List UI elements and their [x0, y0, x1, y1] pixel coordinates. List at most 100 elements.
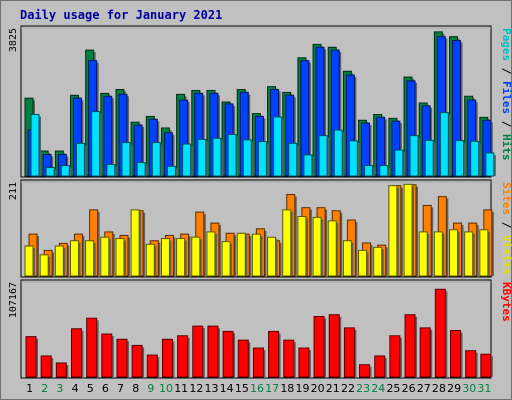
day-label-7: 7: [117, 382, 124, 395]
hits-pages-bar: [45, 167, 57, 177]
visits-visits-bar: [100, 236, 111, 277]
day-label-4: 4: [72, 382, 79, 395]
visits-visits-bar: [24, 245, 35, 277]
hits-pages-bar: [394, 149, 405, 177]
day-label-10: 10: [159, 382, 173, 395]
day-label-24: 24: [371, 382, 385, 395]
day-label-27: 27: [417, 382, 431, 395]
visits-visits-bar: [191, 236, 202, 277]
visits-visits-bar: [297, 215, 308, 277]
kbytes-kbytes-bar: [359, 364, 372, 378]
hits-pages-bar: [136, 162, 148, 177]
hits-pages-bar: [303, 154, 314, 177]
visits-visits-bar: [358, 249, 369, 277]
hits-pages-bar: [227, 133, 239, 177]
kbytes-kbytes-bar: [298, 347, 311, 378]
day-label-19: 19: [295, 382, 309, 395]
day-label-13: 13: [205, 382, 219, 395]
hits-legend-label: Pages / Files / Hits: [500, 28, 512, 161]
visits-visits-bar: [69, 240, 81, 277]
hits-pages-bar: [212, 137, 223, 177]
kbytes-kbytes-bar: [389, 335, 402, 378]
kbytes-kbytes-bar: [480, 353, 493, 378]
hits-pages-bar: [455, 140, 466, 177]
kbytes-kbytes-bar: [313, 315, 327, 378]
kbytes-kbytes-bar: [146, 354, 160, 378]
hits-pages-bar: [257, 141, 269, 177]
visits-visits-bar: [206, 231, 217, 277]
kbytes-kbytes-bar: [283, 339, 296, 378]
visits-visits-bar: [251, 233, 263, 277]
kbytes-kbytes-bar: [404, 314, 418, 378]
day-label-22: 22: [341, 382, 355, 395]
kbytes-kbytes-bar: [40, 355, 54, 378]
day-label-25: 25: [386, 382, 400, 395]
visits-visits-bar: [373, 246, 384, 277]
day-axis: 1 2 3 4 5 6 7 8 9 10 11 12 13 14 15 16 17 18 19 20 21 22 23 24 2…: [26, 382, 491, 395]
kbytes-kbytes-bar: [237, 339, 251, 378]
kbytes-kbytes-bar: [192, 325, 205, 378]
hits-pages-bar: [288, 142, 299, 177]
kbytes-kbytes-bar: [70, 328, 84, 378]
hits-pages-bar: [106, 163, 117, 177]
kbytes-ymax-label: 107167: [8, 282, 19, 318]
hits-pages-bar: [166, 165, 178, 177]
day-label-3: 3: [56, 382, 63, 395]
day-label-29: 29: [447, 382, 461, 395]
day-label-8: 8: [132, 382, 139, 395]
hits-pages-bar: [333, 129, 345, 177]
kbytes-kbytes-bar: [419, 327, 433, 378]
visits-visits-bar: [327, 220, 339, 277]
kbytes-kbytes-bar: [86, 317, 99, 378]
visits-visits-bar: [160, 238, 172, 277]
hits-pages-bar: [60, 165, 72, 177]
kbytes-kbytes-bar: [465, 350, 478, 378]
kbytes-kbytes-bar: [434, 288, 448, 378]
kbytes-kbytes-bar: [343, 327, 357, 378]
hits-pages-bar: [30, 114, 41, 177]
hits-pages-bar: [348, 140, 360, 177]
visits-visits-bar: [130, 209, 142, 277]
kbytes-panel: 107167: [8, 279, 493, 379]
day-label-28: 28: [432, 382, 446, 395]
hits-pages-bar: [197, 138, 208, 177]
kbytes-legend-label: KBytes: [500, 282, 512, 322]
kbytes-kbytes-bar: [25, 336, 38, 378]
visits-visits-bar: [433, 231, 445, 277]
hits-pages-bar: [379, 165, 390, 177]
visits-visits-bar: [115, 238, 126, 277]
visits-visits-bar: [342, 240, 354, 277]
kbytes-kbytes-bar: [116, 338, 129, 378]
kbytes-kbytes-bar: [131, 344, 145, 378]
day-label-23: 23: [356, 382, 370, 395]
hits-pages-bar: [182, 143, 193, 177]
day-label-12: 12: [189, 382, 203, 395]
day-label-2: 2: [41, 382, 48, 395]
visits-visits-bar: [145, 243, 157, 277]
kbytes-kbytes-bar: [177, 335, 190, 378]
kbytes-kbytes-bar: [55, 362, 69, 378]
hits-pages-bar: [151, 142, 163, 177]
visits-visits-bar: [236, 232, 248, 277]
visits-visits-bar: [388, 185, 399, 277]
day-label-20: 20: [311, 382, 325, 395]
chart-title: Daily usage for January 2021: [20, 8, 222, 22]
kbytes-kbytes-bar: [101, 333, 114, 378]
hits-pages-bar: [424, 139, 436, 177]
kbytes-kbytes-bar: [161, 338, 175, 378]
day-label-1: 1: [26, 382, 33, 395]
day-label-30: 30: [462, 382, 476, 395]
hits-pages-bar: [242, 139, 254, 177]
visits-visits-bar: [464, 231, 475, 277]
kbytes-kbytes-bar: [268, 330, 281, 378]
kbytes-kbytes-bar: [450, 330, 463, 378]
day-label-31: 31: [477, 382, 491, 395]
hits-pages-bar: [470, 140, 481, 177]
day-label-5: 5: [87, 382, 94, 395]
hits-pages-bar: [485, 152, 496, 177]
visits-visits-bar: [176, 238, 187, 277]
visits-ymax-label: 211: [8, 182, 19, 200]
visits-panel: 211: [8, 179, 494, 278]
hits-pages-bar: [273, 116, 284, 177]
